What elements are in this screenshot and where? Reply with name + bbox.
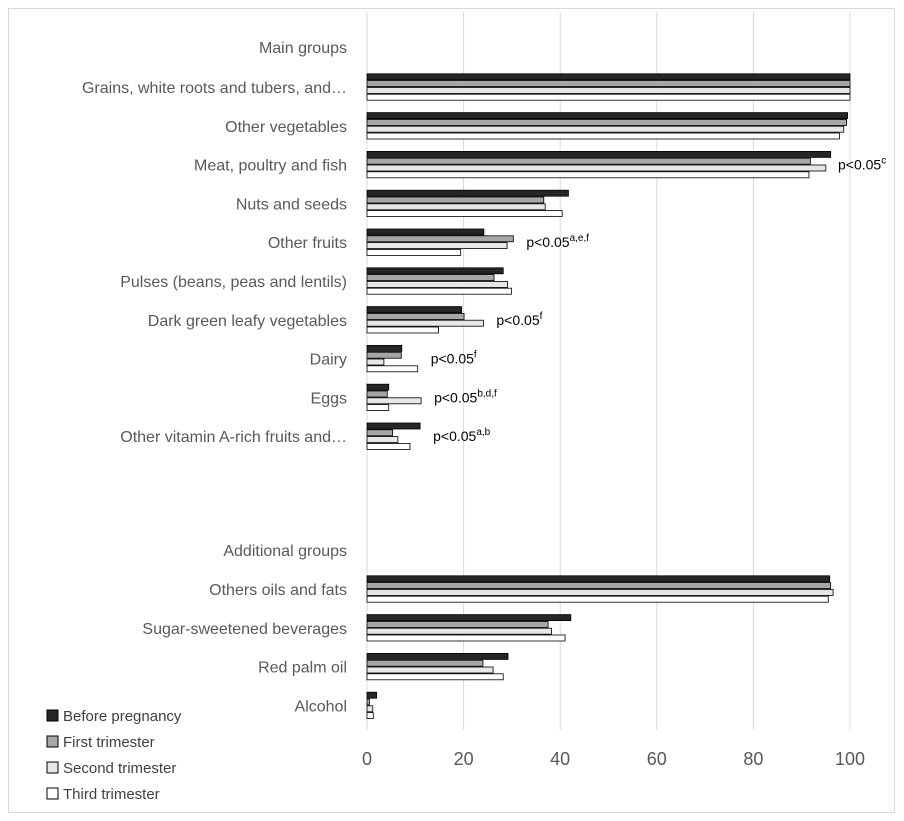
- x-tick-label-0: 0: [362, 749, 372, 769]
- bar-before-pregnancy: [366, 267, 504, 275]
- bar-first-trimester: [366, 390, 388, 398]
- bar-before-pregnancy: [366, 306, 463, 314]
- bar-third-trimester: [366, 287, 512, 295]
- bar-third-trimester: [366, 171, 810, 179]
- legend-label-first-trimester: First trimester: [63, 734, 155, 751]
- bar-second-trimester: [366, 436, 399, 444]
- bar-before-pregnancy: [366, 691, 378, 699]
- legend-swatch-third-trimester: [46, 787, 59, 800]
- bar-third-trimester: [366, 132, 840, 140]
- x-tick-label-100: 100: [835, 749, 865, 769]
- bar-third-trimester: [366, 712, 374, 719]
- bar-before-pregnancy: [366, 614, 572, 621]
- significance-annotation: p<0.05b,d,f: [434, 388, 497, 405]
- bar-before-pregnancy: [366, 112, 848, 119]
- bar-second-trimester: [366, 164, 827, 172]
- bar-second-trimester: [366, 358, 385, 366]
- x-tick-label-20: 20: [454, 749, 474, 769]
- bar-second-trimester: [366, 125, 845, 133]
- category-label: Eggs: [311, 390, 347, 407]
- bar-first-trimester: [366, 157, 811, 165]
- x-axis-ticks: 0 20 40 60 80 100: [362, 749, 865, 769]
- significance-annotation: p<0.05a,b: [433, 427, 491, 444]
- bar-before-pregnancy: [366, 228, 485, 236]
- significance-annotation: p<0.05f: [496, 311, 542, 328]
- category-label: Other vegetables: [225, 119, 347, 136]
- bar-third-trimester: [366, 595, 829, 603]
- bar-first-trimester: [366, 274, 495, 282]
- bar-second-trimester: [366, 203, 546, 211]
- bar-first-trimester: [366, 80, 851, 87]
- bar-second-trimester: [366, 705, 374, 713]
- bar-third-trimester: [366, 93, 851, 101]
- annotations: p<0.05c p<0.05a,e,f p<0.05f p<0.05f p<0.05b,…: [431, 156, 887, 445]
- bar-second-trimester: [366, 319, 484, 327]
- x-tick-label-60: 60: [647, 749, 667, 769]
- bar-before-pregnancy: [366, 422, 421, 430]
- category-label: Pulses (beans, peas and lentils): [120, 274, 347, 291]
- bar-second-trimester: [366, 87, 851, 94]
- bar-first-trimester: [366, 659, 484, 667]
- bar-first-trimester: [366, 235, 514, 243]
- bar-before-pregnancy: [366, 189, 569, 197]
- category-label: Alcohol: [295, 698, 347, 715]
- bar-third-trimester: [366, 634, 566, 642]
- category-label: Other fruits: [268, 235, 347, 252]
- group-header-0: Main groups: [259, 40, 347, 57]
- chart-frame: [8, 8, 895, 813]
- bar-second-trimester: [366, 397, 422, 405]
- bar-first-trimester: [366, 196, 545, 204]
- category-label: Red palm oil: [258, 660, 347, 677]
- category-label: Nuts and seeds: [236, 196, 347, 213]
- legend: Before pregnancy First trimester Second tr…: [46, 708, 182, 803]
- bars: [366, 73, 851, 719]
- bar-second-trimester: [366, 242, 508, 250]
- category-label: Grains, white roots and tubers, and…: [82, 80, 347, 97]
- bar-second-trimester: [366, 280, 508, 288]
- bar-before-pregnancy: [366, 344, 403, 352]
- category-label: Dark green leafy vegetables: [148, 313, 347, 330]
- bar-third-trimester: [366, 248, 462, 256]
- legend-label-second-trimester: Second trimester: [63, 760, 176, 777]
- category-label: Meat, poultry and fish: [194, 158, 347, 175]
- legend-label-third-trimester: Third trimester: [63, 786, 160, 803]
- bar-third-trimester: [366, 442, 411, 450]
- bar-third-trimester: [366, 404, 390, 412]
- bar-second-trimester: [366, 627, 552, 635]
- bar-first-trimester: [366, 351, 402, 359]
- category-label: Other vitamin A-rich fruits and…: [120, 429, 347, 446]
- bar-first-trimester: [366, 621, 549, 628]
- group-header-1: Additional groups: [223, 543, 347, 560]
- bar-first-trimester: [366, 429, 393, 437]
- bar-first-trimester: [366, 698, 370, 706]
- legend-swatch-before-pregnancy: [46, 709, 59, 722]
- category-labels: Main groups Grains, white roots and tuber…: [82, 40, 347, 715]
- legend-swatch-second-trimester: [46, 761, 59, 774]
- category-label: Others oils and fats: [209, 582, 347, 599]
- bar-before-pregnancy: [366, 73, 851, 81]
- bar-before-pregnancy: [366, 575, 831, 583]
- bar-first-trimester: [366, 312, 465, 320]
- bar-third-trimester: [366, 326, 439, 334]
- bar-before-pregnancy: [366, 150, 832, 158]
- significance-annotation: p<0.05c: [838, 156, 886, 173]
- bar-before-pregnancy: [366, 653, 509, 660]
- bar-second-trimester: [366, 666, 494, 674]
- category-label: Sugar-sweetened beverages: [142, 621, 347, 638]
- bar-second-trimester: [366, 589, 834, 596]
- x-tick-label-40: 40: [550, 749, 570, 769]
- bar-before-pregnancy: [366, 383, 390, 391]
- bar-third-trimester: [366, 365, 419, 373]
- bar-first-trimester: [366, 582, 832, 589]
- category-label: Dairy: [310, 352, 347, 369]
- significance-annotation: p<0.05a,e,f: [526, 233, 589, 250]
- bar-third-trimester: [366, 673, 504, 681]
- bar-first-trimester: [366, 119, 848, 126]
- x-tick-label-80: 80: [743, 749, 763, 769]
- legend-swatch-first-trimester: [46, 735, 59, 748]
- bar-third-trimester: [366, 210, 563, 218]
- legend-label-before-pregnancy: Before pregnancy: [63, 708, 182, 725]
- significance-annotation: p<0.05f: [431, 350, 477, 367]
